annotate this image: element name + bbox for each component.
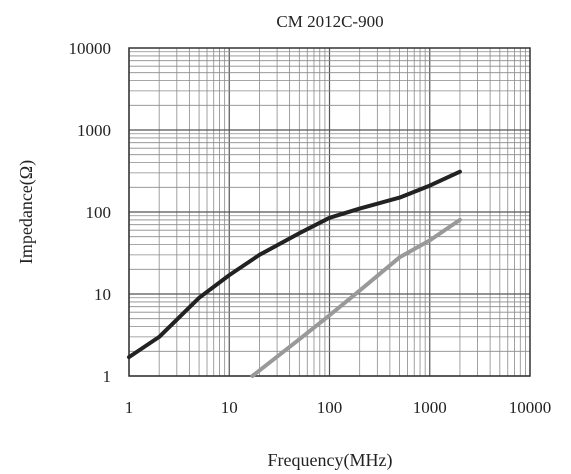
x-axis-label: Frequency(MHz) — [268, 450, 393, 471]
x-tick-label: 10 — [221, 398, 238, 417]
series-layer — [127, 169, 462, 378]
y-tick-labels: 1 10 100 1000 10000 — [69, 39, 112, 386]
x-tick-label: 10000 — [509, 398, 552, 417]
series-line-1 — [127, 169, 462, 360]
x-tick-label: 1000 — [413, 398, 447, 417]
series-line-2 — [250, 217, 462, 378]
grid — [128, 48, 530, 377]
x-tick-labels: 1 10 100 1000 10000 — [125, 398, 552, 417]
plot-frame — [128, 47, 531, 377]
x-tick-label: 100 — [317, 398, 343, 417]
y-tick-label: 10 — [94, 285, 111, 304]
y-tick-label: 1000 — [77, 121, 111, 140]
chart-title: CM 2012C-900 — [276, 12, 383, 31]
y-axis-label: Impedance(Ω) — [16, 160, 37, 264]
y-tick-label: 10000 — [69, 39, 112, 58]
y-tick-label: 1 — [103, 367, 112, 386]
x-tick-label: 1 — [125, 398, 134, 417]
y-tick-label: 100 — [86, 203, 112, 222]
